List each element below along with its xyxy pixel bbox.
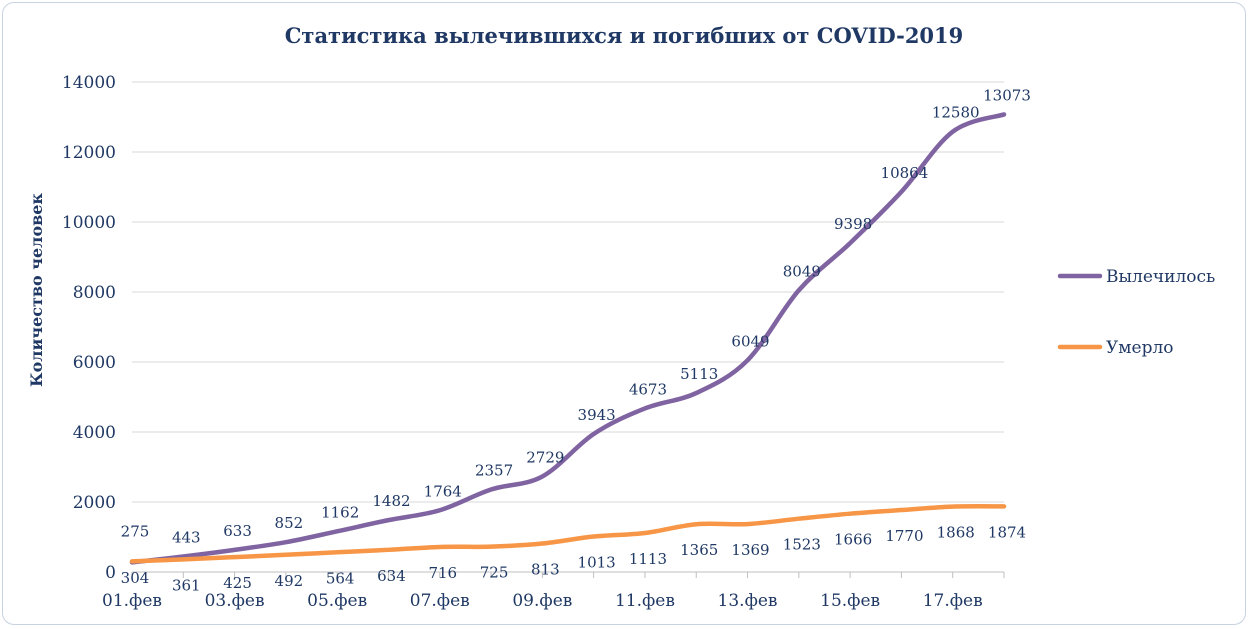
- x-tick-label: 01.фев: [102, 591, 162, 611]
- data-label: 361: [172, 576, 201, 594]
- series-line-recovered: [129, 112, 1007, 565]
- x-tick-label: 03.фев: [205, 591, 265, 611]
- data-label: 10864: [881, 164, 929, 182]
- data-label: 1013: [578, 554, 616, 572]
- chart-title: Статистика вылечившихся и погибших от CO…: [285, 23, 964, 48]
- x-tick-label: 11.фев: [615, 591, 675, 611]
- y-tick-label: 6000: [73, 353, 116, 373]
- data-label: 6049: [731, 332, 769, 350]
- data-label: 1482: [372, 492, 410, 510]
- data-label: 1369: [731, 541, 769, 559]
- data-label: 1764: [424, 482, 462, 500]
- data-label: 1365: [680, 541, 718, 559]
- data-label: 5113: [680, 365, 718, 383]
- data-label: 725: [480, 564, 509, 582]
- series-lines: [129, 112, 1007, 565]
- x-tick-label: 05.фев: [307, 591, 367, 611]
- series-line-deaths: [129, 504, 1007, 564]
- data-label: 852: [275, 514, 304, 532]
- data-label: 13073: [983, 86, 1031, 104]
- legend-label: Умерло: [1106, 338, 1174, 358]
- data-label: 425: [223, 574, 252, 592]
- data-label: 1868: [937, 524, 975, 542]
- data-label: 275: [121, 522, 150, 540]
- data-label: 1113: [629, 550, 667, 568]
- legend-label: Вылечилось: [1106, 267, 1215, 287]
- data-label: 2357: [475, 462, 513, 480]
- y-tick-label: 8000: [73, 283, 116, 303]
- y-tick-label: 2000: [73, 493, 116, 513]
- data-label: 716: [428, 564, 457, 582]
- data-label: 12580: [932, 104, 980, 122]
- x-tick-label: 15.фев: [820, 591, 880, 611]
- data-label: 304: [121, 569, 150, 587]
- data-label: 564: [326, 569, 355, 587]
- x-tick-label: 13.фев: [718, 591, 778, 611]
- y-tick-labels: 0 2000 4000 6000 8000 10000 12000 14000: [62, 73, 116, 583]
- data-label: 8049: [783, 262, 821, 280]
- data-label: 443: [172, 528, 201, 546]
- data-labels: 275 443 633 852 1162 1482 1764 2357 2729 3943 4673…: [121, 86, 1031, 594]
- data-label: 9398: [834, 215, 872, 233]
- data-label: 492: [275, 572, 304, 590]
- data-label: 1162: [321, 503, 359, 521]
- data-label: 2729: [526, 448, 564, 466]
- y-tick-label: 14000: [62, 73, 116, 93]
- data-label: 633: [223, 522, 252, 540]
- data-label: 1523: [783, 536, 821, 554]
- y-axis-label: Количество человек: [27, 193, 46, 387]
- data-label: 634: [377, 567, 406, 585]
- legend: Вылечилось Умерло: [1057, 267, 1215, 358]
- data-label: 4673: [629, 380, 667, 398]
- x-tick-label: 09.фев: [512, 591, 572, 611]
- data-label: 1874: [988, 523, 1026, 541]
- x-tick-labels: 01.фев 03.фев 05.фев 07.фев 09.фев 11.фев 13.ф…: [102, 591, 983, 611]
- x-tick-label: 17.фев: [923, 591, 983, 611]
- gridlines: [131, 81, 1005, 578]
- x-tick-label: 07.фев: [410, 591, 470, 611]
- y-tick-label: 10000: [62, 213, 116, 233]
- y-tick-label: 0: [105, 563, 116, 583]
- data-label: 3943: [578, 406, 616, 424]
- y-tick-label: 4000: [73, 423, 116, 443]
- data-label: 813: [531, 561, 560, 579]
- y-tick-label: 12000: [62, 143, 116, 163]
- data-label: 1770: [885, 527, 923, 545]
- data-label: 1666: [834, 531, 872, 549]
